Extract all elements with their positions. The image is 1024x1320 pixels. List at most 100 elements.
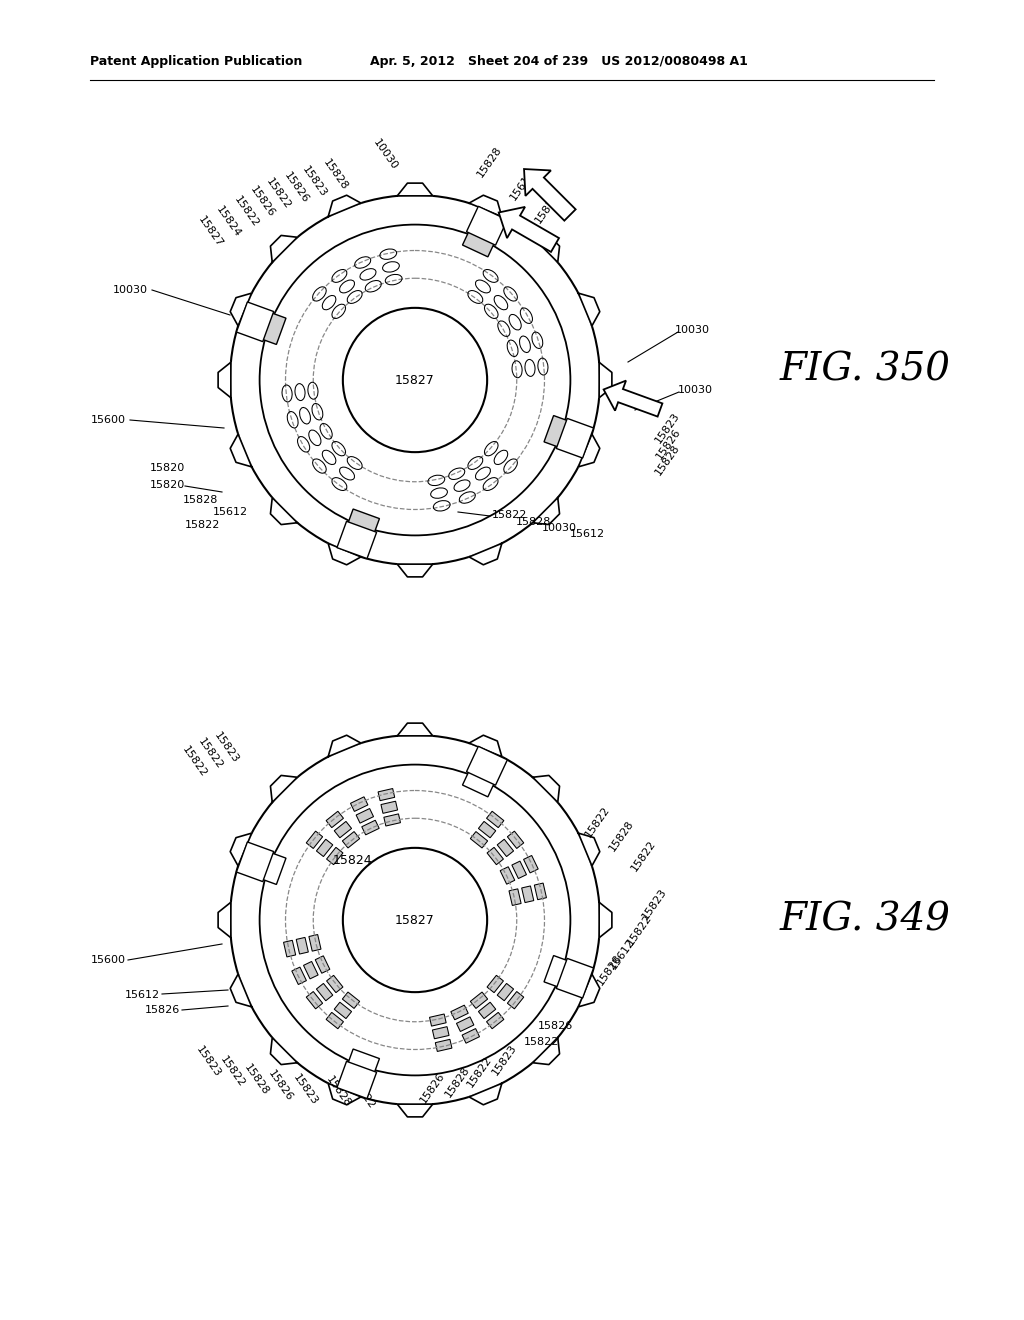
Bar [544, 956, 578, 991]
Bar [509, 888, 521, 906]
Bar [344, 1049, 380, 1082]
Bar [498, 983, 514, 1001]
Text: 15823: 15823 [194, 1044, 222, 1080]
Polygon shape [556, 958, 594, 998]
Text: 15822: 15822 [626, 912, 654, 948]
Bar [292, 968, 306, 985]
Text: 15828: 15828 [596, 953, 625, 987]
Text: 15828: 15828 [653, 442, 682, 478]
Text: 15822: 15822 [584, 805, 612, 840]
Bar [252, 849, 286, 884]
Polygon shape [270, 775, 297, 803]
Polygon shape [230, 974, 252, 1007]
Text: 15600: 15600 [91, 954, 126, 965]
Bar [498, 840, 514, 857]
Text: 15822: 15822 [630, 838, 658, 874]
Polygon shape [230, 434, 252, 467]
Text: 15828: 15828 [516, 517, 551, 527]
Text: 15826: 15826 [144, 1005, 180, 1015]
Bar [486, 812, 504, 828]
Bar [334, 821, 351, 838]
Polygon shape [579, 974, 600, 1007]
Bar [462, 1028, 479, 1043]
Polygon shape [579, 833, 600, 866]
Text: 10030: 10030 [371, 137, 399, 172]
Text: 15600: 15600 [91, 414, 126, 425]
Text: 15826: 15826 [418, 1071, 446, 1105]
Bar [535, 883, 547, 900]
Polygon shape [270, 1038, 297, 1064]
Bar [315, 956, 330, 973]
Bar [327, 975, 343, 993]
Polygon shape [579, 434, 600, 467]
Text: 15822: 15822 [180, 744, 208, 779]
Text: 15822: 15822 [524, 1038, 559, 1047]
Text: 15822: 15822 [348, 1077, 376, 1111]
Text: 15823: 15823 [640, 887, 669, 921]
Polygon shape [218, 362, 230, 397]
Text: 10030: 10030 [113, 285, 148, 294]
Polygon shape [469, 544, 502, 565]
Bar [350, 797, 368, 812]
Bar [356, 809, 374, 824]
Polygon shape [532, 775, 559, 803]
Text: FIG. 350: FIG. 350 [780, 351, 951, 388]
Polygon shape [524, 169, 575, 220]
Text: 15828: 15828 [443, 1065, 472, 1100]
Polygon shape [532, 235, 559, 263]
Bar [435, 1039, 452, 1052]
Text: 15822: 15822 [231, 194, 260, 230]
Text: 15827: 15827 [395, 913, 435, 927]
Bar [306, 991, 323, 1008]
Bar [478, 1002, 496, 1019]
Polygon shape [556, 418, 594, 458]
Bar [342, 993, 359, 1008]
Text: 10030: 10030 [675, 325, 710, 335]
Polygon shape [270, 235, 297, 263]
Bar [429, 1014, 446, 1026]
Bar [334, 1002, 351, 1019]
Polygon shape [599, 903, 612, 937]
Bar [507, 832, 523, 849]
Text: 15820: 15820 [150, 463, 185, 473]
Bar [344, 510, 380, 543]
Text: 15826: 15826 [282, 170, 310, 206]
Polygon shape [328, 1084, 360, 1105]
Bar [342, 832, 359, 847]
Polygon shape [467, 746, 507, 785]
Text: 15612: 15612 [125, 990, 160, 1001]
Polygon shape [328, 195, 360, 216]
Text: 15823: 15823 [652, 411, 681, 445]
Polygon shape [328, 544, 360, 565]
Polygon shape [328, 735, 360, 756]
Bar [326, 1012, 343, 1028]
Text: 15820: 15820 [150, 480, 185, 490]
Bar [457, 1016, 474, 1031]
Bar [507, 991, 523, 1008]
Text: 15823: 15823 [300, 165, 329, 199]
Bar [521, 886, 534, 903]
Bar [487, 975, 504, 993]
Bar [361, 820, 379, 834]
Polygon shape [469, 195, 502, 216]
Bar [316, 983, 333, 1001]
Polygon shape [230, 833, 252, 866]
Bar [381, 801, 397, 813]
Bar [487, 847, 504, 865]
Text: 15822: 15822 [466, 1055, 495, 1089]
Polygon shape [469, 1084, 502, 1105]
Text: 15826: 15826 [538, 1020, 573, 1031]
Polygon shape [397, 183, 433, 195]
Text: 15823: 15823 [489, 1043, 518, 1077]
Polygon shape [397, 1104, 433, 1117]
Text: 15612: 15612 [213, 507, 248, 517]
Text: 15823: 15823 [212, 731, 241, 766]
Polygon shape [218, 903, 230, 937]
Polygon shape [237, 842, 273, 882]
Text: 15822: 15822 [534, 190, 562, 226]
Polygon shape [337, 1061, 377, 1098]
Polygon shape [467, 206, 507, 246]
Bar [523, 855, 539, 873]
Bar [378, 788, 394, 801]
Text: 15826: 15826 [266, 1069, 294, 1104]
